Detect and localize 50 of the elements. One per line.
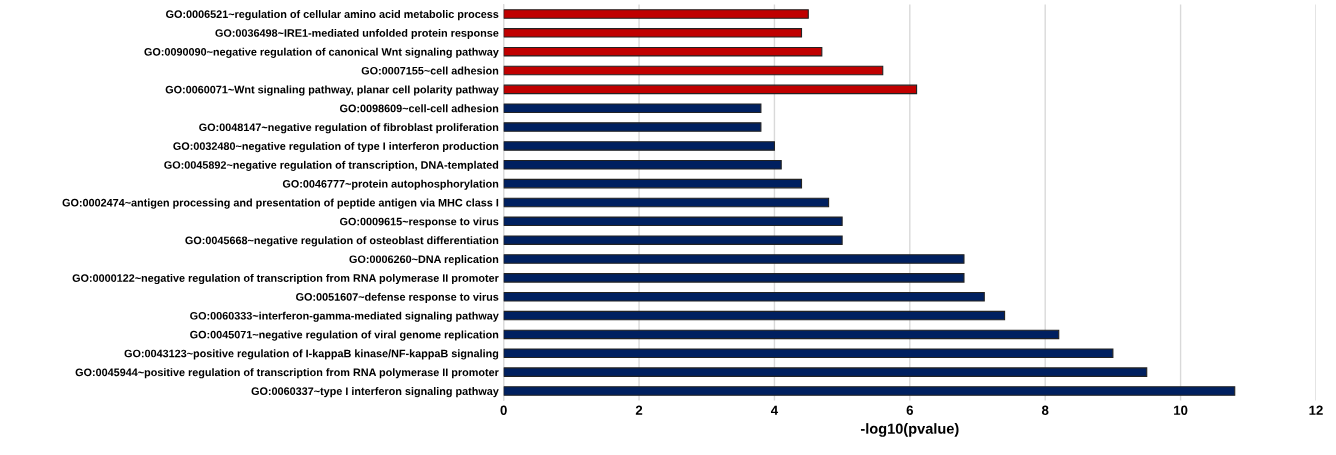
bar [503,141,775,151]
y-tick-label: GO:0060071~Wnt signaling pathway, planar cell polarity pathway [165,85,499,96]
y-tick-label: GO:0045071~negative regulation of viral genome replication [190,330,499,341]
y-tick-label: GO:0046777~protein autophosphorylation [282,179,499,190]
bar [503,310,1006,321]
bar [503,46,823,57]
bar [503,273,965,283]
bar [503,216,843,227]
x-tick-label: 12 [1309,405,1323,415]
x-tick-label: 8 [1041,405,1049,415]
bar [503,386,1236,396]
bar [503,103,762,114]
bar [503,178,803,189]
bar [503,28,803,38]
y-tick-label: GO:0045892~negative regulation of transcription, DNA-templated [164,160,499,171]
y-tick-label: GO:0007155~cell adhesion [361,66,499,75]
bar [503,367,1148,377]
y-tick-label: GO:0090090~negative regulation of canonical Wnt signaling pathway [144,47,499,58]
bar [503,84,918,95]
y-tick-label: GO:0048147~negative regulation of fibroblast proliferation [199,123,499,134]
bar [503,159,782,170]
y-tick-label: GO:0060337~type I interferon signaling pathway [251,387,499,398]
bar [503,348,1114,359]
y-tick-label: GO:0098609~cell-cell adhesion [340,104,499,113]
bar [503,122,762,132]
y-tick-label: GO:0045944~positive regulation of transcription from RNA polymerase II promoter [75,368,499,379]
bar [503,254,965,264]
x-tick-label: 0 [500,405,507,415]
y-tick-label: GO:0043123~positive regulation of I-kappaB kinase/NF-kappaB signaling [124,349,499,360]
bar [503,291,985,302]
bar [503,235,843,245]
y-tick-label: GO:0009615~response to virus [340,217,499,228]
bar [503,9,809,19]
y-tick-label: GO:0051607~defense response to virus [296,292,499,303]
y-tick-label: GO:0060333~interferon-gamma-mediated signaling pathway [190,311,499,322]
x-tick-label: 2 [635,405,643,415]
y-tick-label: GO:0045668~negative regulation of osteoblast differentiation [185,236,499,247]
x-tick-label: 4 [770,405,779,415]
y-tick-label: GO:0036498~IRE1-mediated unfolded protein response [215,28,499,39]
bar [503,65,884,76]
bar [503,197,830,208]
y-tick-label: GO:0002474~antigen processing and presentation of peptide antigen via MHC class I [62,198,499,209]
y-tick-label: GO:0006260~DNA replication [349,255,499,266]
x-tick-label: 6 [906,405,914,415]
y-tick-label: GO:0032480~negative regulation of type I interferon production [173,142,499,153]
x-tick-label: 10 [1174,405,1188,415]
y-tick-label: GO:0006521~regulation of cellular amino acid metabolic process [166,10,499,21]
y-tick-label: GO:0000122~negative regulation of transcription from RNA polymerase II promoter [72,273,499,285]
x-axis-title: -log10(pvalue) [860,423,959,437]
bar [503,329,1060,340]
